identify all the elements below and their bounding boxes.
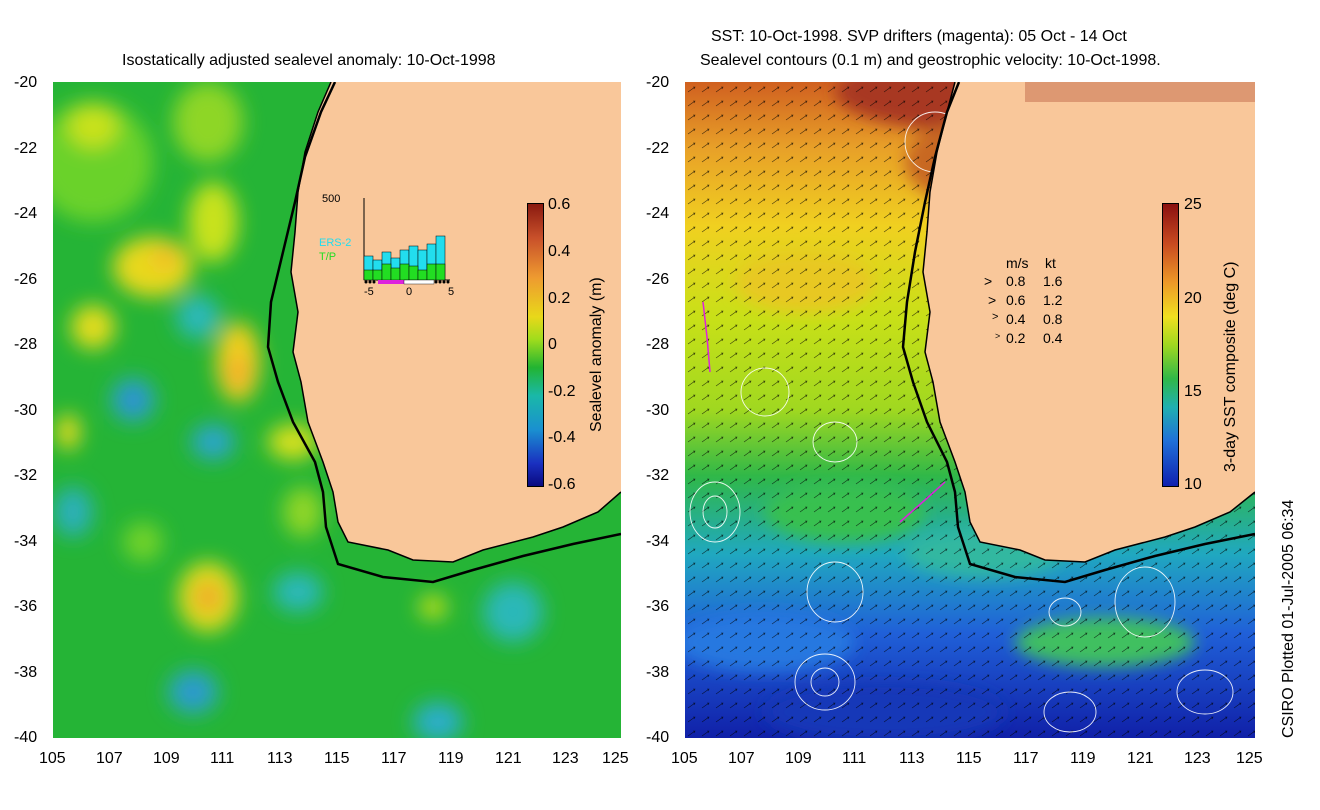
right-colorbar-label: 3-day SST composite (deg C) xyxy=(1222,261,1239,472)
anomaly-blobs xyxy=(53,82,543,738)
shelf-contour-right xyxy=(901,82,1255,584)
arrow-icon: > xyxy=(992,311,999,323)
legend-kt: 1.6 xyxy=(1043,273,1063,289)
x-tick: 107 xyxy=(96,750,123,767)
y-tick: -32 xyxy=(14,467,38,484)
right-cbar-tick: 25 xyxy=(1184,196,1202,213)
arrow-icon: > xyxy=(984,273,993,289)
x-tick: 119 xyxy=(1070,750,1096,767)
y-tick: -36 xyxy=(646,598,670,615)
legend-header-ms: m/s xyxy=(1006,255,1029,271)
x-tick: 125 xyxy=(1236,750,1263,767)
arrow-icon: > xyxy=(988,292,997,308)
x-tick: 119 xyxy=(438,750,464,767)
x-tick: 125 xyxy=(602,750,629,767)
left-colorbar-label: Sealevel anomaly (m) xyxy=(588,277,605,432)
right-cbar-tick: 15 xyxy=(1184,383,1202,400)
left-cbar-tick: 0.6 xyxy=(548,196,571,213)
x-tick: 111 xyxy=(210,750,235,767)
inset-legend-ers: ERS-2 xyxy=(319,237,352,249)
x-tick: 123 xyxy=(1184,750,1211,767)
x-tick: 109 xyxy=(785,750,812,767)
coastline-right xyxy=(922,82,1255,563)
x-tick: 115 xyxy=(324,750,350,767)
x-tick: 113 xyxy=(267,750,293,767)
y-tick: -30 xyxy=(14,402,38,419)
right-map-title-line1: SST: 10-Oct-1998. SVP drifters (magenta)… xyxy=(711,28,1127,45)
y-tick: -20 xyxy=(14,74,38,91)
coastline xyxy=(290,82,621,563)
x-tick: 113 xyxy=(899,750,925,767)
legend-kt: 0.4 xyxy=(1043,330,1063,346)
right-colorbar xyxy=(1162,203,1179,487)
inset-y-top: 500 xyxy=(322,193,341,205)
x-tick: 111 xyxy=(842,750,867,767)
x-tick: 121 xyxy=(495,750,522,767)
x-tick: 123 xyxy=(552,750,579,767)
x-tick: 117 xyxy=(381,750,407,767)
y-tick: -38 xyxy=(14,664,38,681)
y-tick: -22 xyxy=(14,140,38,157)
inset-x-tick: -5 xyxy=(364,286,374,298)
left-map-title: Isostatically adjusted sealevel anomaly:… xyxy=(122,52,496,69)
inset-legend-tp: T/P xyxy=(319,251,337,263)
legend-header-kt: kt xyxy=(1045,255,1056,271)
y-tick: -38 xyxy=(646,664,670,681)
y-tick: -26 xyxy=(646,271,670,288)
y-tick: -28 xyxy=(14,336,38,353)
x-tick: 107 xyxy=(728,750,755,767)
y-tick: -24 xyxy=(646,205,670,222)
sealevel-contours xyxy=(689,111,1234,733)
legend-kt: 1.2 xyxy=(1043,292,1063,308)
legend-ms: 0.6 xyxy=(1006,292,1026,308)
left-cbar-tick: -0.2 xyxy=(548,383,576,400)
track-count-inset: 500 ERS-2 T/P xyxy=(318,190,458,300)
left-cbar-tick: 0 xyxy=(548,336,557,353)
australia-land-right xyxy=(923,82,1255,562)
right-cbar-tick: 20 xyxy=(1184,290,1202,307)
svp-drifters xyxy=(702,301,946,523)
legend-ms: 0.8 xyxy=(1006,273,1026,289)
left-cbar-tick: -0.6 xyxy=(548,476,576,493)
right-map-title-line2: Sealevel contours (0.1 m) and geostrophi… xyxy=(700,52,1161,69)
left-cbar-tick: 0.2 xyxy=(548,290,571,307)
x-tick: 105 xyxy=(39,750,66,767)
y-tick: -40 xyxy=(14,729,38,746)
x-tick: 121 xyxy=(1127,750,1154,767)
legend-kt: 0.8 xyxy=(1043,311,1063,327)
y-tick: -34 xyxy=(646,533,670,550)
plot-credit: CSIRO Plotted 01-Jul-2005 06:34 xyxy=(1280,499,1297,738)
y-tick: -20 xyxy=(646,74,670,91)
inset-x-tick: 5 xyxy=(448,286,455,298)
sealevel-anomaly-map[interactable] xyxy=(53,82,621,738)
x-tick: 109 xyxy=(153,750,180,767)
y-tick: -22 xyxy=(646,140,670,157)
x-tick: 115 xyxy=(956,750,982,767)
arrow-icon: > xyxy=(995,331,1001,341)
left-colorbar xyxy=(527,203,544,487)
y-tick: -26 xyxy=(14,271,38,288)
inset-x-tick: 0 xyxy=(406,286,413,298)
legend-ms: 0.4 xyxy=(1006,311,1026,327)
y-tick: -32 xyxy=(646,467,670,484)
y-tick: -30 xyxy=(646,402,670,419)
right-cbar-tick: 10 xyxy=(1184,476,1202,493)
left-cbar-tick: -0.4 xyxy=(548,429,576,446)
y-tick: -28 xyxy=(646,336,670,353)
x-tick: 117 xyxy=(1013,750,1039,767)
y-tick: -36 xyxy=(14,598,38,615)
x-tick: 105 xyxy=(671,750,698,767)
y-tick: -40 xyxy=(646,729,670,746)
inset-bars xyxy=(363,235,446,281)
legend-ms: 0.2 xyxy=(1006,330,1026,346)
y-tick: -24 xyxy=(14,205,38,222)
y-tick: -34 xyxy=(14,533,38,550)
shelf-contour xyxy=(266,82,621,584)
left-cbar-tick: 0.4 xyxy=(548,243,571,260)
